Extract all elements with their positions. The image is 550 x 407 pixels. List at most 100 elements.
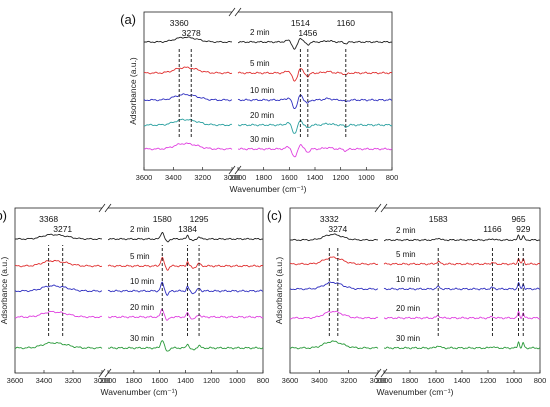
panel-c-peak-label: 1583	[429, 214, 448, 224]
panel-c-xtick-label: 3600	[282, 376, 299, 385]
panel-c-xtick-label: 1000	[506, 376, 523, 385]
panel-b-series-label: 30 min	[130, 334, 154, 343]
panel-c-break-mark	[380, 203, 388, 213]
panel-a-series-2	[143, 93, 392, 109]
panel-c-series-label: 20 min	[396, 304, 420, 313]
panel-a-xtick-label: 1000	[358, 173, 375, 182]
panel-a-series-4	[143, 36, 393, 50]
panel-b-xtick-label: 1600	[151, 376, 168, 385]
panel-a-xtick-label: 800	[386, 173, 399, 182]
panel-b-xtick-label: 3400	[36, 376, 53, 385]
panel-b-series-4	[14, 232, 264, 243]
panel-b-peak-label: 1580	[153, 214, 172, 224]
panel-a-xtick-label: 1600	[281, 173, 298, 182]
panel-a-xtick-label: 3000	[224, 173, 241, 182]
panel-c-peak-label: 965	[511, 214, 525, 224]
panel-b-break-mark	[98, 203, 106, 213]
panel-a-break-bottom-mask	[232, 168, 238, 172]
panel-c-xtick-label: 3400	[311, 376, 328, 385]
panel-c-series-label: 2 min	[396, 226, 416, 235]
panel-b-series-0	[14, 340, 264, 352]
panel-a-xlabel: Wavenumber (cm⁻¹)	[230, 184, 307, 194]
panel-a-xtick-label: 3200	[194, 173, 211, 182]
panel-c-xtick-label: 3000	[370, 376, 387, 385]
panel-b-peak-label: 3271	[53, 224, 72, 234]
panel-c-peak-label: 1166	[483, 224, 502, 234]
panel-a-series-3	[143, 66, 392, 82]
panel-a-peak-label: 1456	[298, 28, 317, 38]
panel-a-series-label: 2 min	[250, 28, 270, 37]
panel-c-xtick-label: 1200	[480, 376, 497, 385]
panel-b-ylabel: Adsorbance (a.u.)	[0, 257, 9, 325]
panel-c-series-0	[289, 340, 541, 350]
panel-c-xlabel: Wavenumber (cm⁻¹)	[377, 387, 454, 397]
panel-a-xtick-label: 2000	[230, 173, 247, 182]
panel-b-series-label: 2 min	[130, 225, 150, 234]
panel-a-xtick-label: 1200	[332, 173, 349, 182]
panel-b-peak-label: 3368	[39, 214, 58, 224]
panel-a-series-label: 10 min	[250, 86, 274, 95]
panel-b-xtick-label: 1800	[125, 376, 142, 385]
panel-c-xtick-label: 3200	[340, 376, 357, 385]
panel-a-break-mark	[234, 7, 242, 17]
panel-b-xtick-label: 3200	[65, 376, 82, 385]
panel-b-series-label: 10 min	[130, 277, 154, 286]
panel-a-xtick-label: 3600	[136, 173, 153, 182]
panel-c-peak-label: 3332	[320, 214, 339, 224]
panel-c-break-mark	[374, 203, 382, 213]
panel-b-xtick-label: 2000	[100, 376, 117, 385]
panel-a-xtick-label: 1800	[255, 173, 272, 182]
panel-b-series-2	[14, 281, 263, 296]
panel-c-xtick-label: 1600	[428, 376, 445, 385]
panel-c-label: (c)	[267, 208, 282, 223]
panel-a-xtick-label: 3400	[165, 173, 182, 182]
panel-a-xtick-label: 1400	[307, 173, 324, 182]
panel-c-xtick-label: 1800	[402, 376, 419, 385]
panel-a-break-mark	[228, 7, 236, 17]
panel-a-peak-label: 3278	[182, 28, 201, 38]
panel-b-series-label: 5 min	[130, 252, 150, 261]
panel-c-break-top-mask	[378, 206, 384, 210]
panel-a-series-1	[143, 118, 393, 134]
panel-b-xtick-label: 3000	[94, 376, 111, 385]
panel-c-xtick-label: 2000	[376, 376, 393, 385]
panel-c-series-label: 5 min	[396, 250, 416, 259]
panel-c-peak-label: 3274	[328, 224, 347, 234]
panel-b-label: (b)	[0, 208, 7, 223]
panel-b-break-bottom-mask	[102, 371, 108, 375]
panel-b-peak-label: 1384	[178, 224, 197, 234]
panel-c-series-2	[289, 281, 540, 291]
panel-b-peak-label: 1295	[190, 214, 209, 224]
panel-c-break-bottom-mask	[378, 371, 384, 375]
panel-b-break-mark	[104, 203, 112, 213]
panel-a-peak-label: 3360	[170, 18, 189, 28]
panel-a-ylabel: Adsorbance (a.u.)	[128, 57, 138, 125]
panel-b-xtick-label: 1000	[229, 376, 246, 385]
panel-b-xlabel: Wavenumber (cm⁻¹)	[101, 387, 178, 397]
panel-b-xtick-label: 800	[257, 376, 270, 385]
panel-b-break-top-mask	[102, 206, 108, 210]
panel-a-series-0	[143, 142, 393, 158]
panel-c-xtick-label: 1400	[454, 376, 471, 385]
panel-b-xtick-label: 3600	[7, 376, 24, 385]
panel-a-series-label: 20 min	[250, 111, 274, 120]
panel-a-break-top-mask	[232, 10, 238, 14]
panel-c-xtick-label: 800	[534, 376, 547, 385]
panel-a-series-label: 30 min	[250, 135, 274, 144]
panel-c-series-3	[289, 256, 540, 266]
panel-c-frame	[289, 207, 541, 374]
panel-c-series-4	[289, 233, 541, 242]
panel-a-label: (a)	[120, 12, 136, 27]
panel-a-peak-label: 1160	[337, 18, 356, 28]
panel-c-ylabel: Adsorbance (a.u.)	[274, 257, 284, 325]
panel-c-series-1	[289, 310, 541, 320]
panel-c-series-label: 10 min	[396, 275, 420, 284]
panel-b-series-3	[14, 256, 263, 271]
panel-c-series-label: 30 min	[396, 334, 420, 343]
panel-b-xtick-label: 1400	[177, 376, 194, 385]
panel-a-peak-label: 1514	[291, 18, 310, 28]
panel-b-series-label: 20 min	[130, 303, 154, 312]
panel-a-frame	[143, 11, 393, 171]
